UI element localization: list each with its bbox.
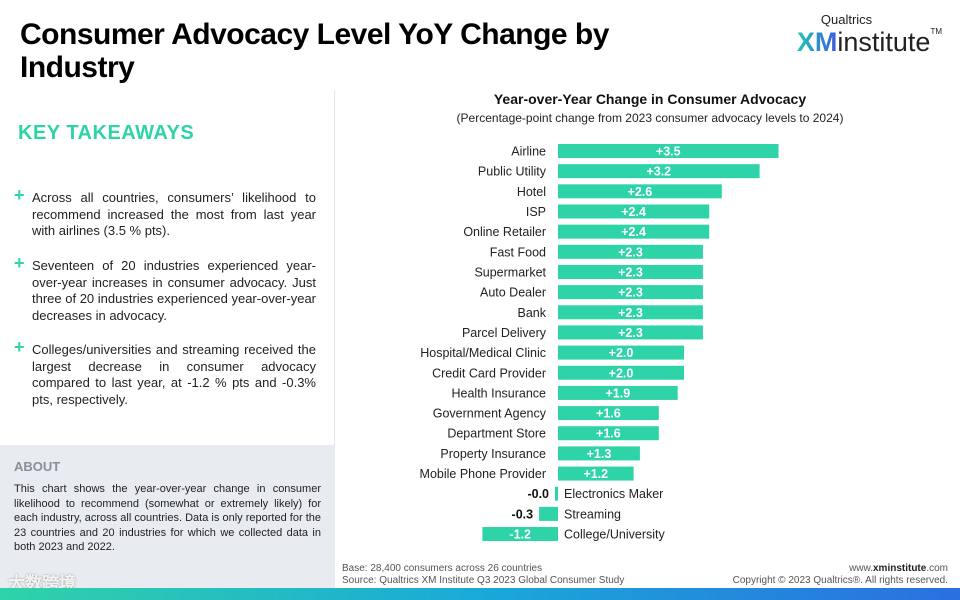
chart-title: Year-over-Year Change in Consumer Advoca… — [493, 91, 807, 107]
value-label: -0.3 — [512, 507, 534, 521]
value-label: +2.0 — [609, 346, 634, 360]
bottom-gradient-bar — [0, 588, 960, 600]
bar — [558, 164, 760, 179]
value-label: +1.9 — [606, 386, 631, 400]
bar — [558, 466, 634, 481]
bar — [558, 184, 722, 199]
plus-icon: + — [14, 185, 25, 205]
about-text: This chart shows the year-over-year chan… — [14, 483, 321, 553]
plus-icon: + — [14, 253, 25, 273]
value-label: +1.6 — [596, 427, 621, 441]
value-label: +2.3 — [618, 286, 643, 300]
category-label: Mobile Phone Provider — [420, 467, 546, 481]
value-label: +2.3 — [618, 326, 643, 340]
value-label: +2.3 — [618, 245, 643, 259]
value-label: +2.0 — [609, 366, 634, 380]
value-label: -1.2 — [509, 528, 531, 542]
value-label: +3.2 — [646, 165, 671, 179]
category-label: College/University — [564, 528, 665, 542]
qualtrics-xm-institute-logo: Qualtrics XMinstituteTM — [796, 12, 942, 57]
value-label: +1.2 — [583, 467, 608, 481]
footer-copyright: www.xminstitute.com Copyright © 2023 Qua… — [732, 563, 948, 586]
bar — [558, 244, 703, 259]
category-label: Auto Dealer — [480, 286, 546, 300]
category-label: Streaming — [564, 507, 621, 521]
about-panel: ABOUT This chart shows the year-over-yea… — [0, 445, 335, 590]
category-label: ISP — [526, 205, 546, 219]
category-label: Airline — [511, 145, 546, 159]
page-title: Consumer Advocacy Level YoY Change by In… — [20, 18, 609, 84]
value-label: +1.6 — [596, 407, 621, 421]
bar — [558, 385, 678, 400]
category-label: Online Retailer — [463, 225, 546, 239]
website-link[interactable]: www.xminstitute.com — [849, 563, 948, 574]
bar — [558, 264, 703, 279]
footer-source: Base: 28,400 consumers across 26 countri… — [342, 563, 625, 586]
category-label: Electronics Maker — [564, 487, 663, 501]
value-label: +2.3 — [618, 306, 643, 320]
value-label: +2.3 — [618, 265, 643, 279]
category-label: Hotel — [517, 185, 546, 199]
category-label: Hospital/Medical Clinic — [420, 346, 546, 360]
category-label: Parcel Delivery — [462, 326, 547, 340]
value-label: +2.4 — [621, 225, 646, 239]
category-label: Bank — [518, 306, 547, 320]
category-label: Government Agency — [433, 407, 547, 421]
value-label: -0.0 — [527, 487, 549, 501]
value-label: +2.4 — [621, 205, 646, 219]
bar — [558, 365, 684, 380]
bar — [558, 446, 640, 461]
key-takeaways-heading: KEY TAKEAWAYS — [18, 122, 195, 144]
category-label: Health Insurance — [451, 386, 546, 400]
about-heading: ABOUT — [14, 459, 61, 474]
plus-icon: + — [14, 337, 25, 357]
takeaway-item: + Across all countries, consumers’ likeli… — [14, 185, 316, 238]
bar — [482, 527, 558, 542]
bar — [558, 406, 659, 421]
chart-subtitle: (Percentage-point change from 2023 consu… — [456, 111, 844, 125]
bar — [558, 426, 659, 441]
category-label: Supermarket — [474, 265, 546, 279]
takeaway-item: + Seventeen of 20 industries experienced … — [14, 253, 316, 323]
category-label: Property Insurance — [440, 447, 546, 461]
value-label: +2.6 — [628, 185, 653, 199]
key-takeaways-panel: KEY TAKEAWAYS + Across all countries, con… — [0, 90, 335, 445]
bar — [558, 325, 703, 340]
bar — [558, 345, 684, 360]
bar — [539, 506, 558, 521]
bar — [558, 285, 703, 300]
bar — [558, 305, 703, 320]
category-label: Credit Card Provider — [432, 366, 546, 380]
category-label: Public Utility — [478, 165, 547, 179]
bar-chart: Airline +3.5 Public Utility +3.2 Hotel +2.6 IS… — [420, 144, 779, 542]
bar — [558, 204, 710, 219]
category-label: Fast Food — [490, 245, 546, 259]
takeaway-item: + Colleges/universities and streaming rec… — [14, 337, 316, 407]
value-label: +3.5 — [656, 145, 681, 159]
bar — [558, 224, 710, 239]
category-label: Department Store — [447, 427, 546, 441]
value-label: +1.3 — [587, 447, 612, 461]
bar — [558, 144, 779, 158]
bar — [555, 486, 558, 501]
